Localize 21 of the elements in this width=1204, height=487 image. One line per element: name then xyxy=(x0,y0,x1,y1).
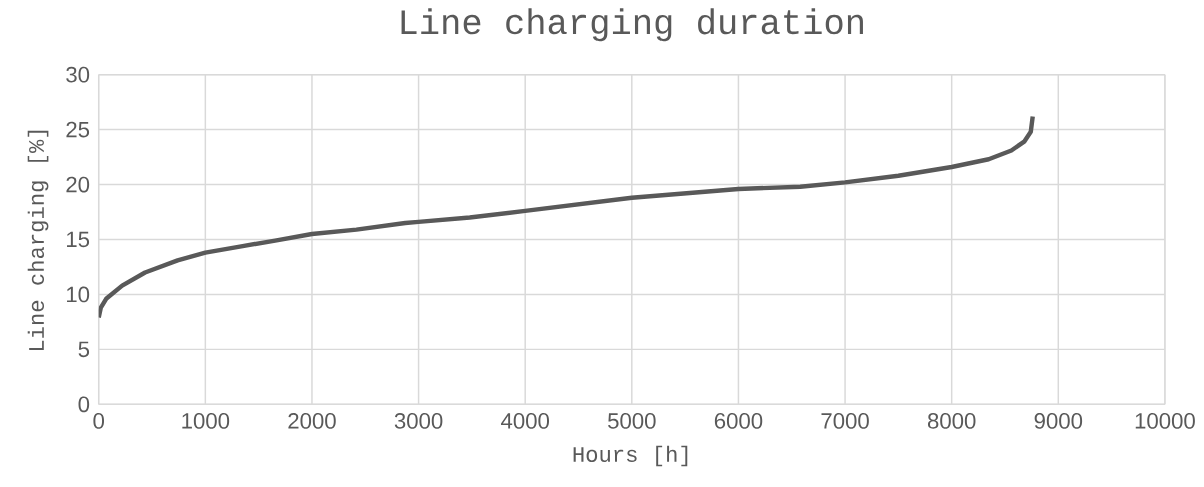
y-tick-label: 30 xyxy=(66,66,90,83)
y-tick-label: 0 xyxy=(78,396,90,413)
y-tick-label: 25 xyxy=(66,121,90,138)
x-tick-label: 10000 xyxy=(1135,413,1195,429)
x-tick-label: 7000 xyxy=(821,413,869,429)
x-tick-label: 8000 xyxy=(927,413,976,429)
x-tick-label: 2000 xyxy=(288,413,336,429)
x-tick-label: 0 xyxy=(93,413,105,429)
x-tick-label: 1000 xyxy=(182,413,230,429)
y-tick-label: 20 xyxy=(66,176,90,193)
x-tick-label: 6000 xyxy=(714,413,763,429)
x-axis-title: Hours [h] xyxy=(573,445,688,467)
y-tick-label: 15 xyxy=(67,231,90,248)
y-tick-label: 5 xyxy=(78,341,90,358)
x-tick-label: 5000 xyxy=(608,413,656,429)
x-tick-label: 9000 xyxy=(1034,413,1083,429)
x-tick-label: 4000 xyxy=(501,413,550,429)
chart-title: Line charging duration xyxy=(401,8,863,42)
y-axis-title: Line charging [%] xyxy=(27,130,49,351)
y-tick-label: 10 xyxy=(67,286,90,303)
x-tick-label: 3000 xyxy=(394,413,443,429)
